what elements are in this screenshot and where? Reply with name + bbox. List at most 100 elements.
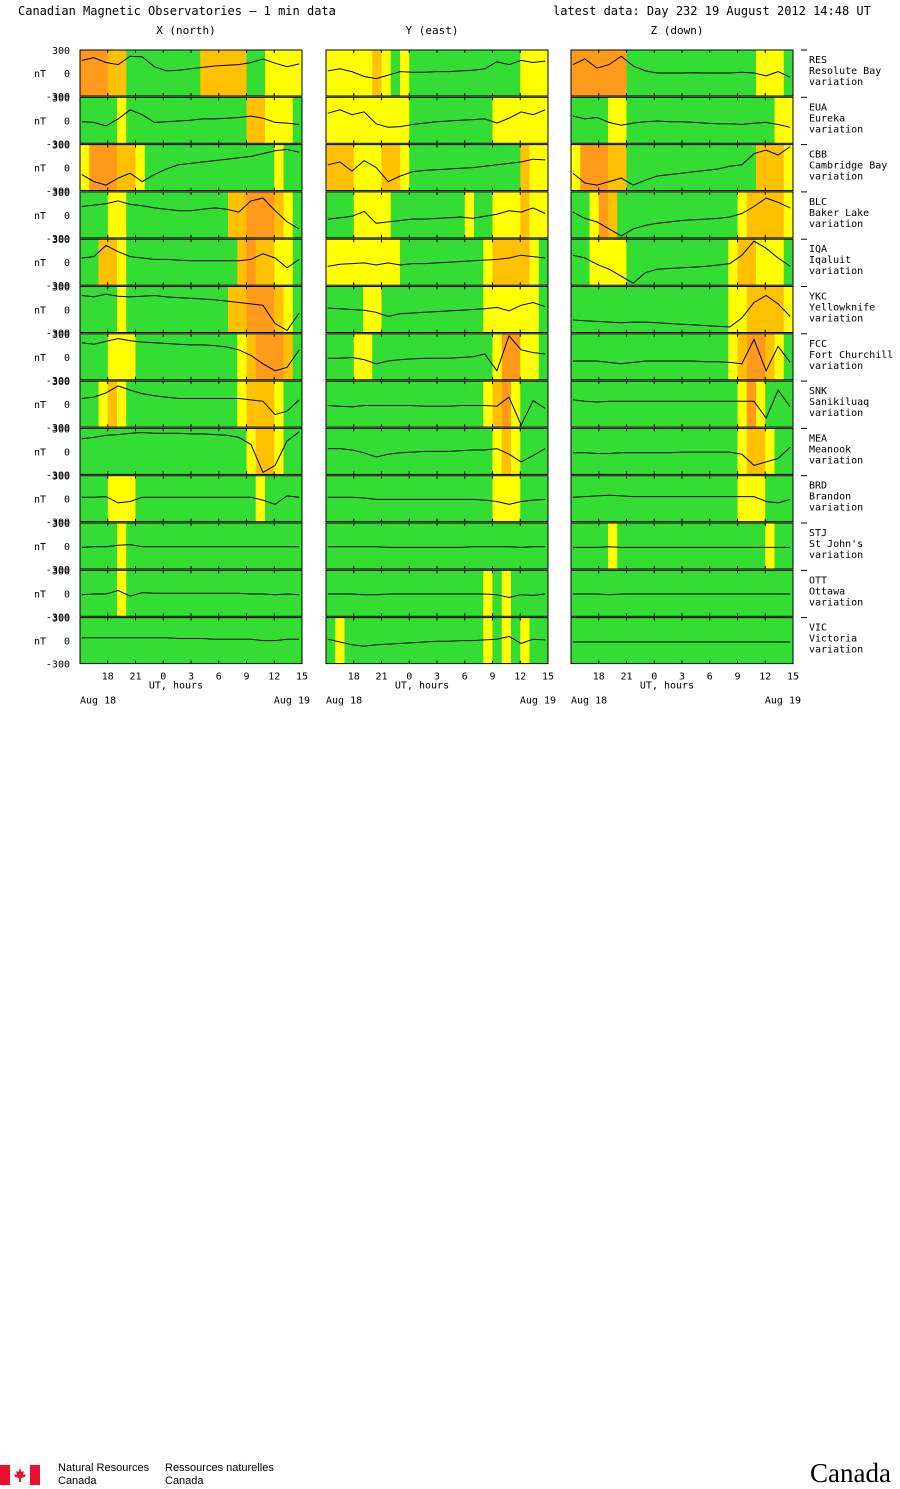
activity-segment-mea-x (144, 428, 155, 475)
activity-segment-vic-y (390, 617, 401, 664)
y-tick-label: -300 (46, 423, 70, 434)
activity-segment-fcc-z (774, 333, 785, 380)
activity-segment-fcc-x (98, 333, 109, 380)
activity-segment-mea-x (80, 428, 90, 475)
activity-segment-fcc-x (80, 333, 90, 380)
activity-segment-eua-x (292, 97, 303, 144)
activity-segment-vic-z (728, 617, 738, 664)
activity-segment-fcc-y (455, 333, 466, 380)
y-tick-label: 300 (52, 188, 70, 199)
activity-segment-blc-y (511, 191, 521, 238)
activity-segment-iqa-y (483, 239, 493, 286)
activity-segment-ott-y (464, 570, 475, 617)
activity-segment-stj-z (709, 523, 720, 569)
activity-segment-eua-x (135, 97, 146, 144)
activity-segment-brd-z (626, 475, 637, 522)
activity-segment-iqa-x (163, 239, 173, 286)
y-axis-label: nT (34, 637, 46, 648)
activity-segment-blc-z (589, 191, 600, 238)
activity-segment-brd-y (418, 475, 429, 522)
activity-segment-brd-x (117, 475, 127, 522)
activity-segment-blc-y (520, 191, 530, 238)
activity-segment-cbb-x (126, 144, 136, 191)
activity-segment-brd-z (700, 475, 711, 522)
x-tick-label: 18 (348, 672, 360, 683)
activity-segment-eua-y (520, 97, 530, 144)
trace-fcc-x (81, 338, 300, 372)
activity-segment-mea-y (511, 428, 521, 475)
activity-segment-snk-z (765, 381, 775, 428)
activity-segment-snk-x (181, 381, 192, 428)
nrcan-english-line2: Canada (58, 1475, 97, 1487)
activity-segment-cbb-x (172, 144, 183, 191)
activity-segment-ykc-y (511, 286, 521, 333)
activity-segment-iqa-y (538, 239, 549, 286)
activity-segment-vic-y (326, 617, 336, 664)
activity-segment-vic-z (765, 617, 775, 664)
activity-segment-brd-y (381, 475, 392, 522)
activity-segment-mea-x (126, 428, 136, 475)
activity-segment-vic-y (409, 617, 419, 664)
activity-segment-snk-z (598, 381, 609, 428)
activity-segment-stj-x (191, 523, 201, 569)
activity-segment-vic-y (372, 617, 382, 664)
activity-segment-iqa-x (117, 239, 127, 286)
activity-segment-fcc-y (326, 333, 336, 380)
activity-segment-snk-x (163, 381, 173, 428)
y-tick-label: 300 (52, 566, 70, 577)
y-tick-label: 0 (64, 164, 70, 175)
activity-segment-blc-y (455, 191, 466, 238)
activity-segment-vic-z (635, 617, 646, 664)
activity-segment-stj-z (765, 523, 775, 569)
activity-segment-res-y (353, 50, 364, 96)
activity-segment-ykc-z (728, 286, 738, 333)
chart-title: Canadian Magnetic Observatories — 1 min … (18, 4, 336, 18)
activity-segment-eua-y (326, 97, 336, 144)
station-code: STJ (809, 528, 827, 539)
activity-segment-cbb-x (228, 144, 238, 191)
activity-segment-cbb-y (520, 144, 530, 191)
activity-segment-iqa-z (746, 239, 757, 286)
activity-segment-ott-z (709, 570, 720, 617)
activity-segment-res-z (765, 50, 775, 96)
activity-segment-blc-x (144, 191, 155, 238)
activity-segment-blc-z (580, 191, 590, 238)
activity-segment-fcc-y (418, 333, 429, 380)
activity-segment-cbb-y (381, 144, 392, 191)
activity-segment-ykc-y (363, 286, 373, 333)
activity-segment-brd-y (344, 475, 355, 522)
activity-segment-snk-x (292, 381, 303, 428)
activity-segment-res-x (283, 50, 294, 96)
activity-segment-stj-z (645, 523, 655, 569)
activity-segment-stj-y (520, 523, 530, 569)
activity-segment-ott-y (511, 570, 521, 617)
activity-segment-brd-y (437, 475, 447, 522)
activity-segment-stj-z (589, 523, 600, 569)
activity-segment-ott-z (728, 570, 738, 617)
x-tick-label: 21 (129, 672, 141, 683)
activity-segment-blc-x (80, 191, 90, 238)
activity-segment-snk-x (283, 381, 294, 428)
activity-segment-fcc-x (135, 333, 146, 380)
activity-segment-snk-z (645, 381, 655, 428)
activity-segment-res-x (80, 50, 90, 96)
activity-segment-eua-x (107, 97, 118, 144)
activity-segment-cbb-y (474, 144, 484, 191)
activity-segment-ykc-z (589, 286, 600, 333)
activity-segment-mea-x (191, 428, 201, 475)
activity-segment-cbb-y (400, 144, 410, 191)
activity-segment-stj-x (255, 523, 266, 569)
activity-segment-iqa-y (381, 239, 392, 286)
activity-segment-stj-y (511, 523, 521, 569)
activity-segment-iqa-x (135, 239, 146, 286)
activity-segment-snk-z (626, 381, 637, 428)
activity-segment-ykc-z (617, 286, 627, 333)
activity-segment-ykc-x (246, 286, 257, 333)
activity-segment-brd-y (427, 475, 438, 522)
activity-segment-res-z (645, 50, 655, 96)
activity-segment-iqa-z (589, 239, 600, 286)
y-tick-label: 300 (52, 519, 70, 530)
